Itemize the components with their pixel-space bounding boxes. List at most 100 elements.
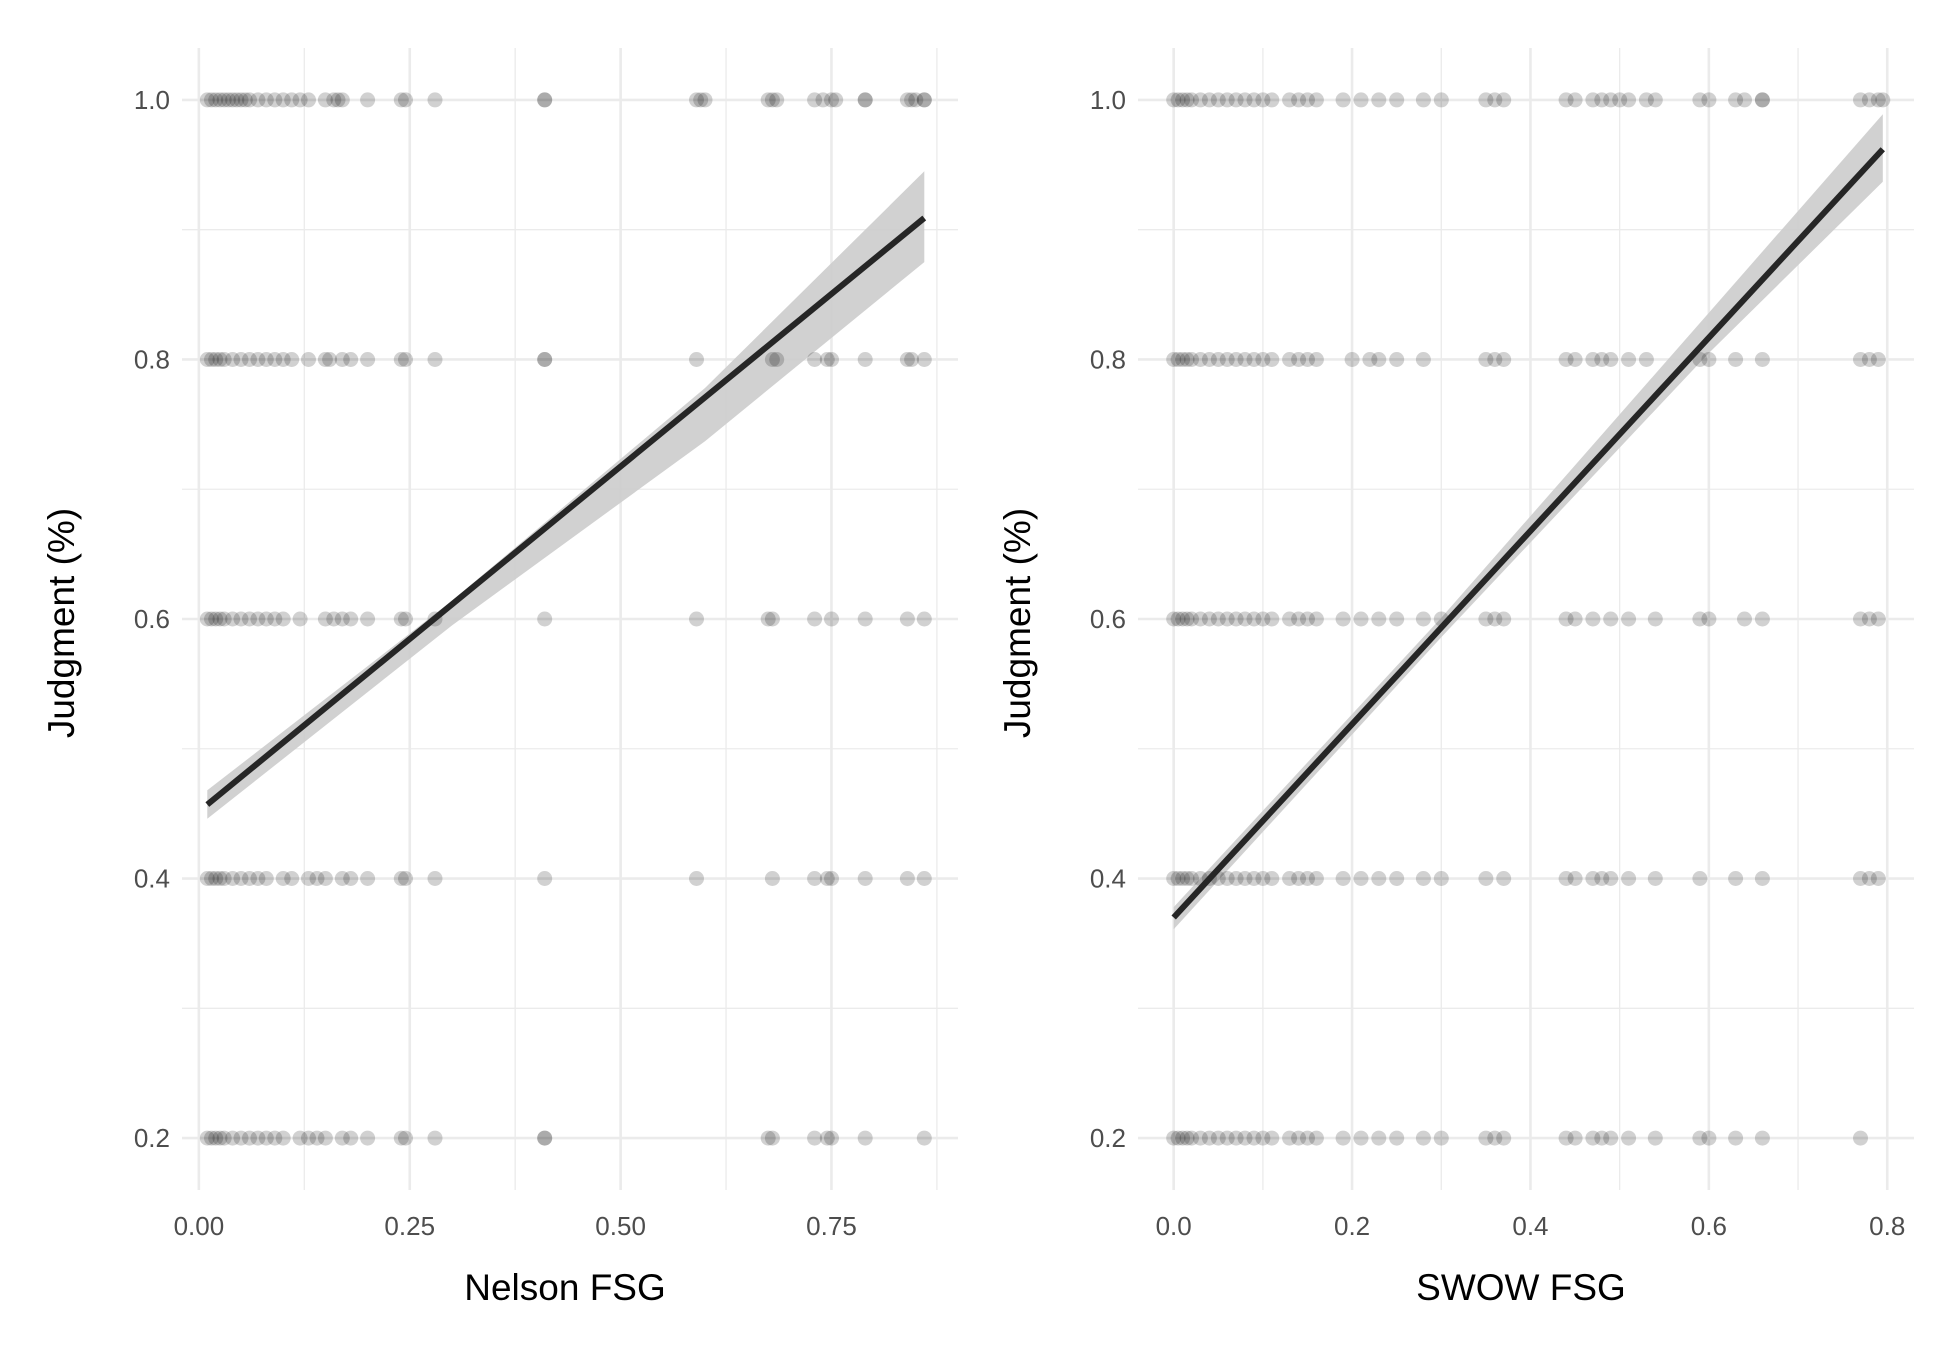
data-point [1603, 611, 1619, 627]
data-point [769, 92, 785, 108]
data-point [1487, 611, 1503, 627]
data-point [360, 1130, 376, 1146]
data-point [1415, 1130, 1431, 1146]
data-point [242, 1130, 257, 1146]
data-point [1594, 1130, 1610, 1146]
data-point [1246, 1130, 1262, 1146]
data-point [233, 92, 249, 108]
data-point [208, 611, 224, 627]
y-tick-label: 0.2 [134, 1123, 170, 1153]
data-point [1478, 92, 1494, 108]
data-point [760, 611, 776, 627]
data-point [208, 1130, 224, 1146]
data-point [819, 871, 835, 886]
data-point [1585, 352, 1601, 367]
data-point [1353, 871, 1369, 886]
data-point [212, 352, 228, 367]
data-point [267, 611, 283, 627]
data-point [1228, 352, 1244, 367]
data-point [815, 92, 831, 108]
data-point [275, 871, 291, 886]
data-point [1415, 611, 1431, 627]
data-point [1308, 352, 1324, 367]
data-point [689, 611, 704, 627]
data-point [1237, 92, 1253, 108]
data-point [1282, 1130, 1298, 1146]
y-tick-label: 0.8 [134, 344, 170, 374]
data-point [1496, 92, 1512, 108]
data-point [258, 1130, 274, 1146]
data-point [1192, 352, 1208, 367]
data-point [769, 352, 785, 367]
data-point [1308, 1130, 1324, 1146]
data-point [242, 352, 257, 367]
data-point [334, 92, 350, 108]
data-point [1558, 352, 1574, 367]
data-point [1754, 92, 1770, 108]
data-point [393, 352, 409, 367]
data-point [1728, 871, 1744, 886]
data-point [1179, 871, 1195, 886]
fit-line-layer [1171, 147, 1885, 920]
data-point [1291, 871, 1307, 886]
data-point [1353, 92, 1369, 108]
data-point [1389, 92, 1405, 108]
data-point [204, 611, 219, 627]
data-point [326, 611, 342, 627]
data-point [284, 352, 300, 367]
data-point [1861, 611, 1877, 627]
data-point [1255, 1130, 1271, 1146]
data-point [1219, 92, 1235, 108]
data-point [343, 352, 359, 367]
data-point [292, 611, 308, 627]
data-point [1291, 611, 1307, 627]
data-point [1371, 92, 1387, 108]
data-point [1237, 1130, 1253, 1146]
data-point [242, 92, 257, 108]
x-tick-label: 0.4 [1512, 1211, 1548, 1241]
data-point [1701, 352, 1717, 367]
data-point [916, 1130, 932, 1146]
data-point [1647, 871, 1663, 886]
data-point [1870, 352, 1886, 367]
data-point [697, 92, 713, 108]
data-point [1478, 352, 1494, 367]
data-point [1192, 92, 1208, 108]
data-point [204, 1130, 219, 1146]
data-point [1282, 611, 1298, 627]
data-point [1255, 871, 1271, 886]
data-point [1246, 92, 1262, 108]
data-point [1255, 352, 1271, 367]
data-point [250, 611, 266, 627]
data-point [1219, 871, 1235, 886]
data-point [824, 1130, 839, 1146]
data-point [208, 92, 224, 108]
data-point [199, 871, 215, 886]
data-point [1638, 352, 1654, 367]
data-point [537, 352, 553, 367]
data-point [1184, 611, 1199, 627]
data-point [1567, 1130, 1583, 1146]
data-point [1291, 92, 1307, 108]
data-point [1371, 1130, 1387, 1146]
data-point [1647, 611, 1663, 627]
data-point [1853, 611, 1868, 627]
data-point [1166, 352, 1182, 367]
data-point [1638, 92, 1654, 108]
data-point [537, 92, 553, 108]
data-point [1179, 611, 1195, 627]
data-point [199, 611, 215, 627]
data-point [1246, 871, 1262, 886]
data-point [1621, 92, 1637, 108]
y-tick-label: 0.2 [1090, 1123, 1126, 1153]
data-point [819, 352, 835, 367]
data-point [1264, 352, 1280, 367]
data-point [1201, 92, 1217, 108]
data-point [1567, 871, 1583, 886]
data-point [1594, 352, 1610, 367]
panel-swow: 0.0 0.2 0.4 0.6 0.80.20.40.60.81.0 SWOW FSG … [997, 48, 1914, 1308]
data-point [904, 92, 920, 108]
data-points [1166, 92, 1891, 1146]
data-point [322, 352, 338, 367]
